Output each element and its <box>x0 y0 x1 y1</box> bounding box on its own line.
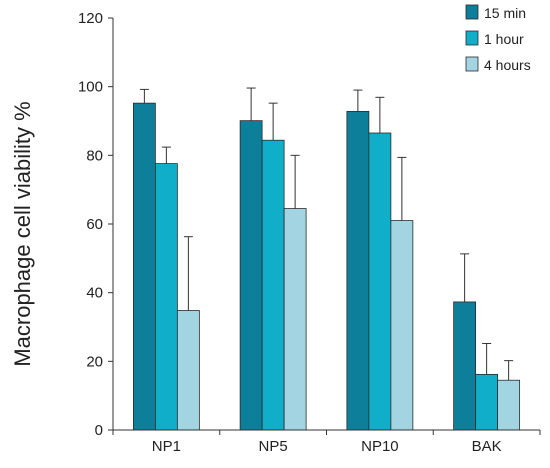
y-tick-label: 40 <box>86 285 103 302</box>
y-tick-label: 100 <box>78 79 103 96</box>
x-tick-label: NP10 <box>361 438 399 455</box>
legend-label: 4 hours <box>484 57 531 73</box>
x-tick-label: NP1 <box>152 438 181 455</box>
bars-layer <box>132 102 521 431</box>
y-tick-label: 20 <box>86 353 103 370</box>
legend-label: 1 hour <box>484 31 524 47</box>
y-tick-label: 0 <box>95 422 103 439</box>
legend-swatch <box>465 56 479 72</box>
x-ticks: NP1 NP5 NP10 BAK <box>112 430 541 455</box>
bar <box>475 373 499 431</box>
bar <box>176 310 200 431</box>
x-tick-label: NP5 <box>259 438 288 455</box>
legend-swatch <box>465 4 479 20</box>
y-tick-label: 60 <box>86 216 103 233</box>
bar <box>261 139 285 431</box>
bar <box>368 132 392 431</box>
x-tick-label: BAK <box>472 438 502 455</box>
error-bars-layer <box>139 87 514 381</box>
legend-swatch <box>465 30 479 46</box>
y-axis-label: Macrophage cell viability % <box>10 101 35 366</box>
bar <box>239 120 263 431</box>
bar <box>390 220 414 431</box>
bar <box>132 102 156 431</box>
y-tick-label: 80 <box>86 147 103 164</box>
bar <box>283 208 307 431</box>
bar <box>497 379 521 431</box>
y-tick-label: 120 <box>78 10 103 27</box>
legend: 15 min 1 hour 4 hours <box>465 4 531 73</box>
bar <box>154 163 178 431</box>
legend-label: 15 min <box>484 5 526 21</box>
bar <box>346 110 370 431</box>
y-ticks: 0 20 40 60 80 100 120 <box>78 10 113 439</box>
bar <box>453 301 477 431</box>
